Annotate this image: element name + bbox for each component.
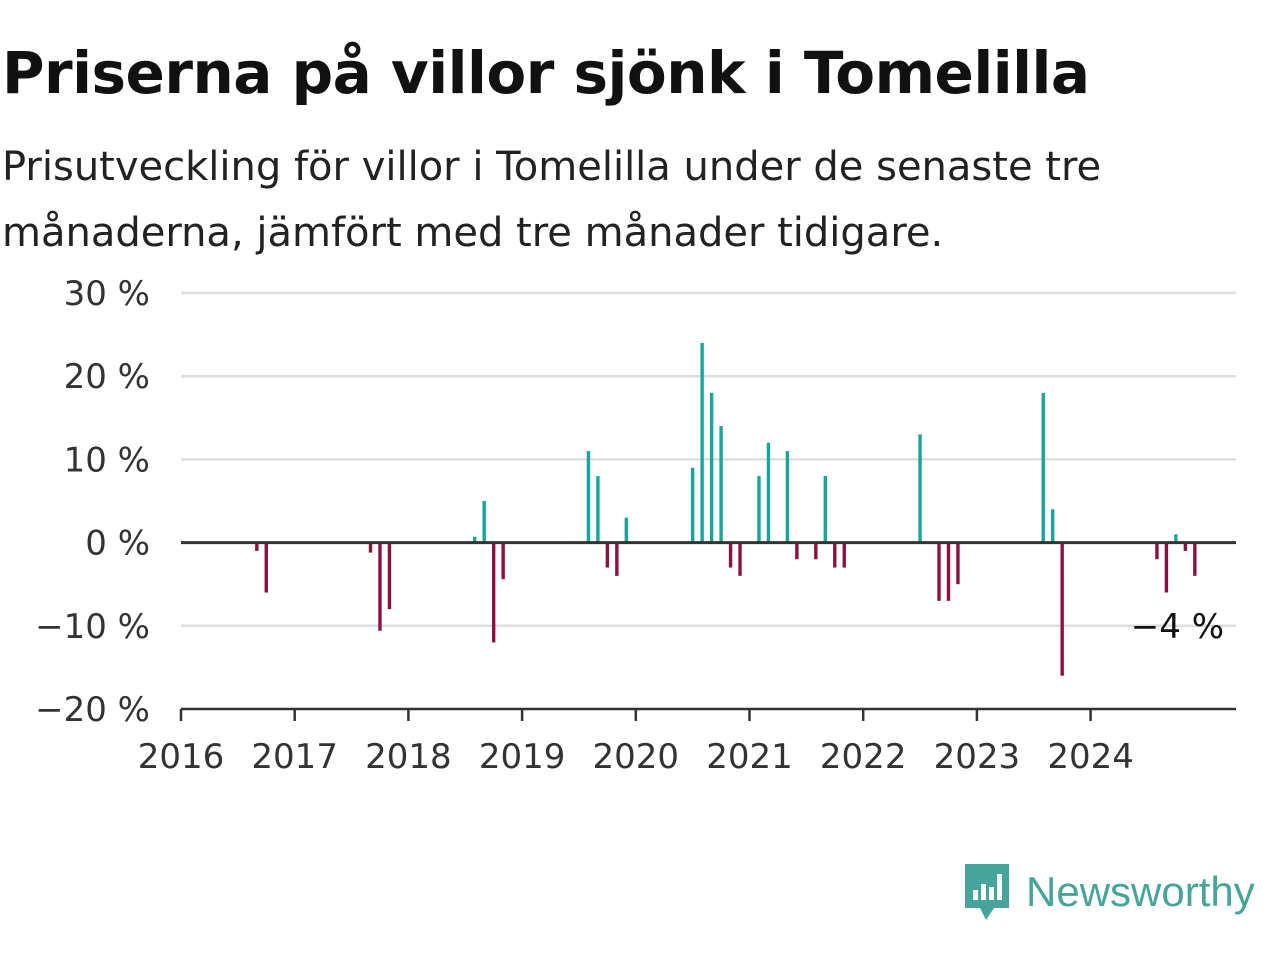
bar <box>709 392 714 543</box>
bar <box>814 542 818 560</box>
x-tick-label: 2017 <box>251 737 338 777</box>
bar <box>823 476 827 543</box>
bar-chart-speech-bubble-icon <box>965 864 1009 920</box>
chart-title: Priserna på villor sjönk i Tomelilla <box>2 39 1090 107</box>
bars <box>255 342 1197 676</box>
bar <box>491 542 496 643</box>
bar <box>946 542 951 601</box>
bar <box>264 542 268 593</box>
bar <box>482 501 486 543</box>
bar-chart: 30 % 20 % 10 % 0 % −10 % −20 % 2016 2017 2018 201… <box>35 274 1236 777</box>
bar <box>757 476 761 543</box>
bar <box>728 542 733 568</box>
bar <box>956 542 960 585</box>
bar <box>1041 392 1045 543</box>
y-tick-label: 30 % <box>64 274 150 314</box>
last-value-annotation: −4 % <box>1131 607 1224 647</box>
x-tick-label: 2021 <box>706 737 793 777</box>
bar <box>501 542 505 580</box>
bar <box>624 517 629 543</box>
bar <box>690 467 695 543</box>
bar <box>615 542 619 576</box>
y-tick-label: 10 % <box>64 440 150 480</box>
bar <box>842 542 846 568</box>
x-tick-label: 2022 <box>820 737 907 777</box>
gridlines <box>181 291 1236 628</box>
brand-name: Newsworthy <box>1026 868 1255 915</box>
x-tick-label: 2024 <box>1047 737 1134 777</box>
bar <box>387 542 392 610</box>
y-tick-label: 0 % <box>85 524 150 564</box>
bar <box>1155 542 1159 560</box>
bar <box>255 542 259 551</box>
bar <box>473 536 477 543</box>
bar <box>795 542 799 560</box>
x-tick-label: 2020 <box>593 737 680 777</box>
bar <box>586 451 591 543</box>
bar <box>1183 542 1188 551</box>
x-tick-label: 2023 <box>934 737 1021 777</box>
bar <box>368 542 373 553</box>
bar <box>1051 509 1055 543</box>
bar <box>596 476 600 543</box>
bar <box>918 434 922 543</box>
bar <box>766 442 771 543</box>
chart-subtitle: Prisutveckling för villor i Tomelilla un… <box>2 144 1102 256</box>
bar <box>833 542 837 568</box>
bar <box>378 542 382 631</box>
y-tick-label: 20 % <box>64 357 150 397</box>
y-tick-label: −20 % <box>35 690 150 730</box>
x-tick-label: 2019 <box>479 737 566 777</box>
bar <box>700 342 704 543</box>
x-tick-label: 2016 <box>138 737 225 777</box>
bar <box>1060 542 1064 676</box>
bar <box>719 426 723 543</box>
x-tick-label: 2018 <box>365 737 452 777</box>
bar <box>785 451 790 543</box>
axes <box>179 541 1236 721</box>
bar <box>1174 534 1178 543</box>
bar <box>605 542 610 568</box>
newsworthy-logo: Newsworthy <box>962 862 1255 922</box>
tick-labels: 30 % 20 % 10 % 0 % −10 % −20 % 2016 2017 2018 201… <box>35 274 1224 777</box>
bar <box>937 542 941 601</box>
y-tick-label: −10 % <box>35 607 150 647</box>
bar <box>1164 542 1169 593</box>
bar <box>1193 542 1197 576</box>
bar <box>738 542 742 576</box>
